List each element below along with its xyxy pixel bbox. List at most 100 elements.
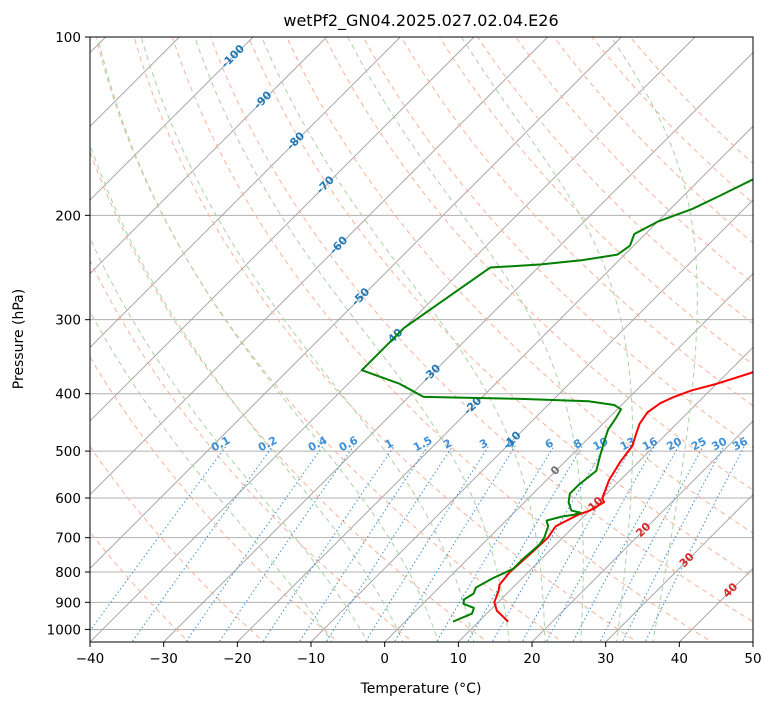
dry-adiabat	[629, 37, 753, 165]
mixing-ratio-label: 6	[543, 436, 556, 451]
skewed-isotherm	[752, 641, 753, 642]
moist-adiabat	[90, 236, 369, 642]
mixing-ratio-label: 13	[618, 435, 638, 454]
mixing-ratio-line	[298, 445, 429, 642]
moist-adiabat	[347, 37, 584, 642]
mixing-ratio-label: 3	[477, 436, 490, 451]
dry-adiabat	[438, 37, 753, 366]
y-tick-label: 1000	[47, 622, 81, 638]
isotherm-label: -90	[251, 88, 274, 111]
mixing-ratio-line	[599, 445, 704, 642]
moist-adiabat	[90, 310, 333, 642]
skewed-isotherm	[90, 37, 254, 201]
axes: −40 −30 −20 −10 0 10 20 30 40 5010020030040050060…	[47, 30, 762, 667]
skewed-isotherm	[163, 52, 753, 642]
isotherm-label: -100	[219, 42, 248, 71]
x-tick-label: −10	[297, 651, 326, 667]
moist-adiabat	[261, 37, 546, 642]
dry-adiabat	[286, 37, 753, 534]
dry-adiabat	[248, 37, 753, 578]
y-tick-label: 400	[55, 387, 81, 403]
dry-adiabat	[171, 37, 713, 642]
dry-adiabat	[591, 37, 753, 204]
isotherm-label: -80	[284, 129, 307, 152]
mixing-ratio-line	[572, 445, 680, 642]
chart-title: wetPf2_GN04.2025.027.02.04.E26	[283, 11, 558, 31]
dry-adiabat	[324, 37, 753, 491]
skewed-isotherm	[90, 37, 622, 569]
dry-adiabat	[90, 531, 190, 642]
plot-area: 0.1 0.2 0.4 0.6 1 1.5 2 3 4 6 8 10 13 16 20 25 30 36-100-…	[90, 37, 753, 642]
mixing-ratio-line	[185, 445, 324, 642]
y-tick-label: 600	[55, 491, 81, 507]
y-tick-label: 100	[55, 30, 81, 46]
dry-adiabat	[90, 150, 489, 642]
dry-adiabat	[95, 37, 564, 642]
moist-adiabat	[461, 37, 634, 642]
isotherm-label: 40	[720, 580, 740, 600]
skewed-isotherm	[384, 273, 753, 642]
x-tick-label: 30	[597, 651, 614, 667]
dry-adiabat	[90, 445, 265, 642]
y-tick-label: 300	[55, 313, 81, 329]
skewed-isotherm	[90, 37, 548, 496]
y-tick-label: 200	[55, 208, 81, 224]
dewpoint-profile-line	[360, 178, 753, 623]
mixing-ratio-line	[644, 445, 745, 642]
moist-adiabat	[90, 143, 404, 642]
dry-adiabat	[133, 37, 638, 642]
mixing-ratio-line	[131, 445, 274, 642]
dry-adiabat	[90, 356, 339, 642]
isotherm-label: 0	[548, 463, 563, 478]
mixing-ratio-line	[545, 445, 656, 642]
x-tick-label: 10	[450, 651, 467, 667]
y-tick-label: 800	[55, 565, 81, 581]
x-tick-label: −30	[149, 651, 178, 667]
x-axis-label: Temperature (°C)	[360, 681, 482, 697]
dry-adiabat	[476, 37, 753, 325]
mixing-ratio-line	[393, 445, 516, 642]
skewed-isotherm	[90, 37, 475, 422]
moist-adiabat	[610, 37, 698, 642]
y-tick-label: 700	[55, 531, 81, 547]
moist-adiabat	[140, 37, 475, 642]
mixing-ratio-label: 20	[664, 435, 684, 454]
isotherm-label: 20	[633, 520, 653, 540]
skewed-isotherm	[310, 199, 753, 642]
moist-adiabat	[194, 37, 510, 642]
y-axis-label: Pressure (hPa)	[11, 289, 27, 389]
x-tick-label: 40	[671, 651, 688, 667]
temperature-profile-line	[493, 371, 753, 623]
x-tick-label: 0	[380, 651, 389, 667]
isotherm-label: -50	[349, 285, 372, 308]
y-tick-label: 900	[55, 595, 81, 611]
x-tick-label: 20	[523, 651, 540, 667]
skewed-isotherm	[237, 125, 753, 642]
dry-adiabat	[362, 37, 753, 449]
mixing-ratio-line	[491, 445, 606, 642]
moist-adiabat	[97, 37, 439, 642]
skewed-isotherm	[605, 494, 753, 642]
mixing-ratio-label: 30	[710, 435, 730, 454]
skewed-isotherm	[679, 567, 753, 642]
mixing-ratio-line	[364, 445, 490, 642]
skewed-isotherm	[531, 420, 753, 642]
x-tick-label: 50	[744, 651, 761, 667]
mixing-ratio-line	[218, 445, 355, 642]
isotherm-label: 30	[677, 550, 697, 570]
plot-frame	[89, 36, 754, 643]
skewed-isotherm	[90, 37, 327, 275]
dry-adiabat	[209, 37, 753, 623]
mixing-ratio-line	[262, 445, 395, 642]
y-tick-label: 500	[55, 444, 81, 460]
isotherm-label: -60	[327, 233, 350, 256]
dry-adiabat	[400, 37, 753, 407]
mixing-ratio-line	[325, 445, 454, 642]
x-tick-label: −40	[76, 651, 105, 667]
mixing-ratio-label: 25	[689, 435, 709, 454]
mixing-ratio-label: 36	[730, 435, 750, 454]
skewed-isotherm	[90, 37, 401, 348]
x-tick-label: −20	[223, 651, 252, 667]
isotherm-label: -10	[500, 428, 523, 451]
